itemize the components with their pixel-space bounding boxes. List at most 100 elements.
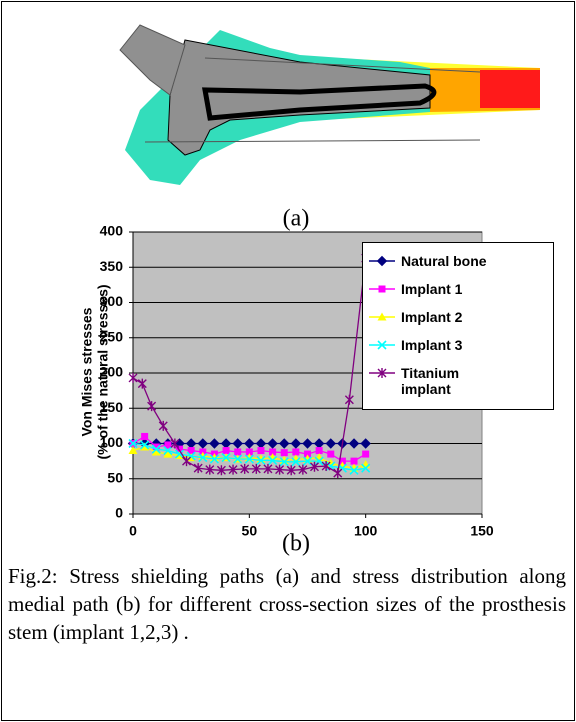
stress-image xyxy=(119,24,540,185)
legend-label: Natural bone xyxy=(401,253,487,269)
point xyxy=(338,457,346,465)
point xyxy=(291,457,301,467)
x-tick-label: 100 xyxy=(354,523,378,539)
legend-entry: Implant 1 xyxy=(367,281,549,297)
point xyxy=(151,447,161,456)
point xyxy=(232,438,243,449)
point xyxy=(269,448,277,456)
point xyxy=(141,432,149,440)
y-tick-label: 0 xyxy=(115,505,123,521)
point xyxy=(163,445,173,456)
point xyxy=(376,255,388,267)
point xyxy=(233,454,243,464)
point xyxy=(333,468,343,479)
legend-swatch xyxy=(369,368,395,378)
legend-entry: Implant 2 xyxy=(367,309,549,325)
point xyxy=(244,438,255,449)
legend: Natural bone Implant 1 Implant 2 Implant 3 T… xyxy=(362,242,554,410)
point xyxy=(174,449,185,459)
point xyxy=(198,453,208,463)
point xyxy=(267,438,278,449)
point xyxy=(286,465,296,476)
point xyxy=(209,454,219,464)
point xyxy=(216,465,226,476)
point xyxy=(163,449,173,458)
legend-entry: Implant 3 xyxy=(367,337,549,353)
point xyxy=(140,440,150,450)
x-tick-label: 0 xyxy=(129,523,137,539)
point xyxy=(279,438,290,449)
y-tick-label: 250 xyxy=(100,328,124,344)
point xyxy=(298,464,308,475)
point xyxy=(176,445,184,453)
point xyxy=(193,463,203,474)
point xyxy=(348,438,360,449)
point xyxy=(327,450,335,458)
point xyxy=(344,394,354,405)
point xyxy=(140,442,150,451)
point xyxy=(304,450,311,458)
legend-label: Implant 3 xyxy=(401,337,463,353)
point xyxy=(228,464,238,475)
point xyxy=(349,465,359,475)
y-tick-label: 150 xyxy=(100,399,124,415)
point xyxy=(256,455,266,465)
x-tick-label: 50 xyxy=(242,523,258,539)
legend-swatch xyxy=(369,285,395,293)
y-tick-label: 50 xyxy=(107,469,123,485)
point xyxy=(234,448,242,456)
legend-swatch xyxy=(369,255,395,267)
point xyxy=(128,372,138,383)
point xyxy=(280,449,288,457)
point xyxy=(362,450,370,458)
point xyxy=(240,463,250,474)
point xyxy=(222,447,230,455)
point xyxy=(244,454,254,464)
caption: Fig.2: Stress shielding paths (a) and st… xyxy=(8,564,566,644)
legend-label: Implant 2 xyxy=(401,309,463,325)
point xyxy=(128,438,138,449)
point xyxy=(315,447,323,455)
point xyxy=(268,455,278,465)
panel-label: (a) xyxy=(283,206,310,232)
point xyxy=(182,456,192,467)
point xyxy=(152,443,160,451)
point xyxy=(187,447,195,455)
point xyxy=(137,378,147,389)
point xyxy=(158,420,168,431)
point xyxy=(197,438,209,449)
point xyxy=(128,446,138,455)
point xyxy=(292,448,300,456)
legend-entry: Natural bone xyxy=(367,253,549,269)
legend-entry: Titanium implant xyxy=(367,365,549,397)
y-tick-label: 200 xyxy=(100,364,124,380)
point xyxy=(302,456,313,466)
legend-label: Implant 1 xyxy=(401,281,463,297)
point xyxy=(309,461,319,472)
legend-swatch xyxy=(369,312,395,321)
point xyxy=(275,464,285,475)
point xyxy=(325,438,336,449)
y-tick-label: 100 xyxy=(100,434,124,450)
point xyxy=(164,441,172,449)
point xyxy=(147,401,157,412)
point xyxy=(378,285,386,293)
point xyxy=(302,438,313,449)
point xyxy=(360,438,371,449)
point xyxy=(279,457,289,467)
point xyxy=(257,447,265,455)
point xyxy=(251,463,261,474)
point xyxy=(245,448,253,456)
point xyxy=(361,463,371,473)
point xyxy=(350,457,358,465)
y-tick-label: 400 xyxy=(100,223,124,239)
panel-label: (b) xyxy=(282,531,310,557)
legend-swatch xyxy=(369,340,395,350)
point xyxy=(221,453,231,463)
point xyxy=(205,464,215,475)
point xyxy=(263,463,273,474)
point xyxy=(377,368,387,378)
y-axis-label: Von Mises stresses xyxy=(79,307,95,436)
